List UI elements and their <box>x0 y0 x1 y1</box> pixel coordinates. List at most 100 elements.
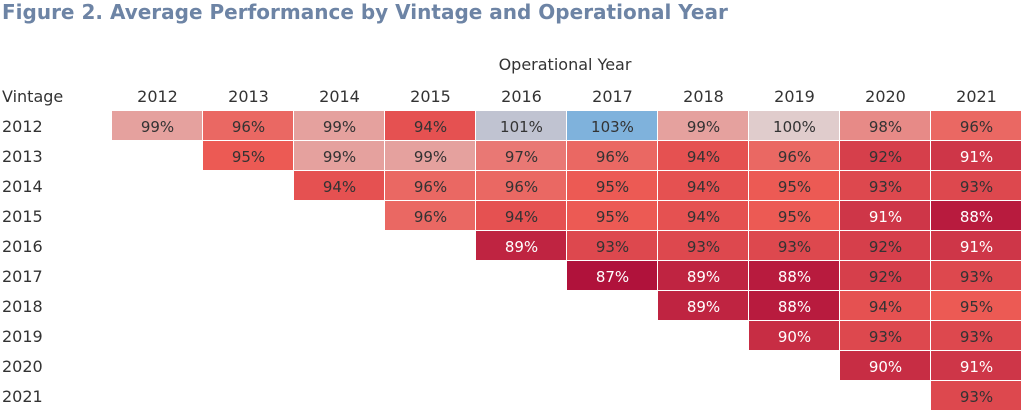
cell-value-label: 88% <box>778 298 811 316</box>
heatmap-cell <box>112 111 202 140</box>
cell-value-label: 96% <box>232 118 265 136</box>
y-tick-label-2013: 2013 <box>2 147 43 166</box>
cell-value-label: 94% <box>687 178 720 196</box>
cell-value-label: 90% <box>869 358 902 376</box>
cell-value-label: 99% <box>323 148 356 166</box>
x-tick-label-2012: 2012 <box>137 87 178 106</box>
column-header-label: Operational Year <box>499 55 632 74</box>
x-tick-label-2019: 2019 <box>774 87 815 106</box>
figure-title: Figure 2. Average Performance by Vintage… <box>2 0 728 24</box>
heatmap-cell <box>294 111 384 140</box>
heatmap-cell <box>749 291 839 320</box>
heatmap-cell <box>658 231 748 260</box>
cell-value-label: 94% <box>869 298 902 316</box>
heatmap-cell <box>931 291 1021 320</box>
cell-value-label: 89% <box>687 298 720 316</box>
heatmap-cell <box>567 171 657 200</box>
heatmap-cell <box>931 171 1021 200</box>
cell-value-label: 88% <box>960 208 993 226</box>
cell-value-label: 95% <box>960 298 993 316</box>
heatmap-cell <box>840 351 930 380</box>
cell-value-label: 96% <box>778 148 811 166</box>
heatmap-cell <box>658 201 748 230</box>
cell-value-label: 93% <box>960 268 993 286</box>
heatmap-cell <box>931 141 1021 170</box>
cell-value-label: 99% <box>323 118 356 136</box>
heatmap-cell <box>840 171 930 200</box>
heatmap-cell <box>840 201 930 230</box>
heatmap-cell <box>567 231 657 260</box>
heatmap-cell <box>840 291 930 320</box>
y-tick-label-2020: 2020 <box>2 357 43 376</box>
cell-value-label: 92% <box>869 268 902 286</box>
y-tick-label-2018: 2018 <box>2 297 43 316</box>
cell-value-label: 95% <box>232 148 265 166</box>
heatmap-cell <box>749 231 839 260</box>
cell-value-label: 94% <box>687 208 720 226</box>
cell-value-label: 98% <box>869 118 902 136</box>
cell-value-label: 91% <box>960 238 993 256</box>
heatmap-cell <box>476 231 566 260</box>
heatmap-cell <box>931 351 1021 380</box>
x-tick-label-2015: 2015 <box>410 87 451 106</box>
cell-value-label: 90% <box>778 328 811 346</box>
cell-value-label: 99% <box>687 118 720 136</box>
heatmap-cell <box>658 261 748 290</box>
heatmap-cell <box>749 201 839 230</box>
cell-value-label: 96% <box>960 118 993 136</box>
heatmap-cell <box>749 141 839 170</box>
cell-value-label: 94% <box>414 118 447 136</box>
cell-value-label: 91% <box>869 208 902 226</box>
heatmap-cell <box>203 111 293 140</box>
cell-value-label: 93% <box>778 238 811 256</box>
row-header-label: Vintage <box>2 87 63 106</box>
cell-value-label: 93% <box>869 328 902 346</box>
x-tick-label-2020: 2020 <box>865 87 906 106</box>
heatmap-cell <box>749 321 839 350</box>
heatmap-cell <box>749 261 839 290</box>
cell-value-label: 99% <box>414 148 447 166</box>
heatmap-cell <box>931 321 1021 350</box>
cell-value-label: 103% <box>591 118 634 136</box>
x-tick-label-2017: 2017 <box>592 87 633 106</box>
cell-value-label: 93% <box>960 178 993 196</box>
heatmap-cell <box>476 201 566 230</box>
cell-value-label: 93% <box>960 328 993 346</box>
y-tick-label-2017: 2017 <box>2 267 43 286</box>
cell-value-label: 91% <box>960 148 993 166</box>
cell-value-label: 93% <box>596 238 629 256</box>
heatmap-cell <box>385 141 475 170</box>
cell-value-label: 89% <box>687 268 720 286</box>
heatmap-cell <box>931 111 1021 140</box>
heatmap-cell <box>385 111 475 140</box>
cell-value-label: 94% <box>323 178 356 196</box>
heatmap-cell <box>840 231 930 260</box>
heatmap-cell <box>658 291 748 320</box>
cell-value-label: 100% <box>773 118 816 136</box>
cell-value-label: 95% <box>596 208 629 226</box>
cell-value-label: 92% <box>869 148 902 166</box>
cell-value-label: 95% <box>778 208 811 226</box>
heatmap-cell <box>567 201 657 230</box>
cell-value-label: 89% <box>505 238 538 256</box>
heatmap-cell <box>658 141 748 170</box>
x-tick-label-2013: 2013 <box>228 87 269 106</box>
heatmap-cell <box>840 141 930 170</box>
cell-value-label: 101% <box>500 118 543 136</box>
cell-value-label: 93% <box>960 388 993 406</box>
heatmap-cell <box>476 141 566 170</box>
heatmap-cell <box>476 111 566 140</box>
heatmap-cell <box>385 171 475 200</box>
heatmap-cell <box>840 111 930 140</box>
heatmap-cell <box>931 381 1021 410</box>
cell-value-label: 94% <box>505 208 538 226</box>
cell-value-label: 99% <box>141 118 174 136</box>
heatmap-cell <box>840 261 930 290</box>
cell-value-label: 96% <box>414 178 447 196</box>
cell-value-label: 94% <box>687 148 720 166</box>
cell-value-label: 95% <box>596 178 629 196</box>
y-tick-label-2014: 2014 <box>2 177 43 196</box>
y-tick-label-2019: 2019 <box>2 327 43 346</box>
cell-value-label: 97% <box>505 148 538 166</box>
